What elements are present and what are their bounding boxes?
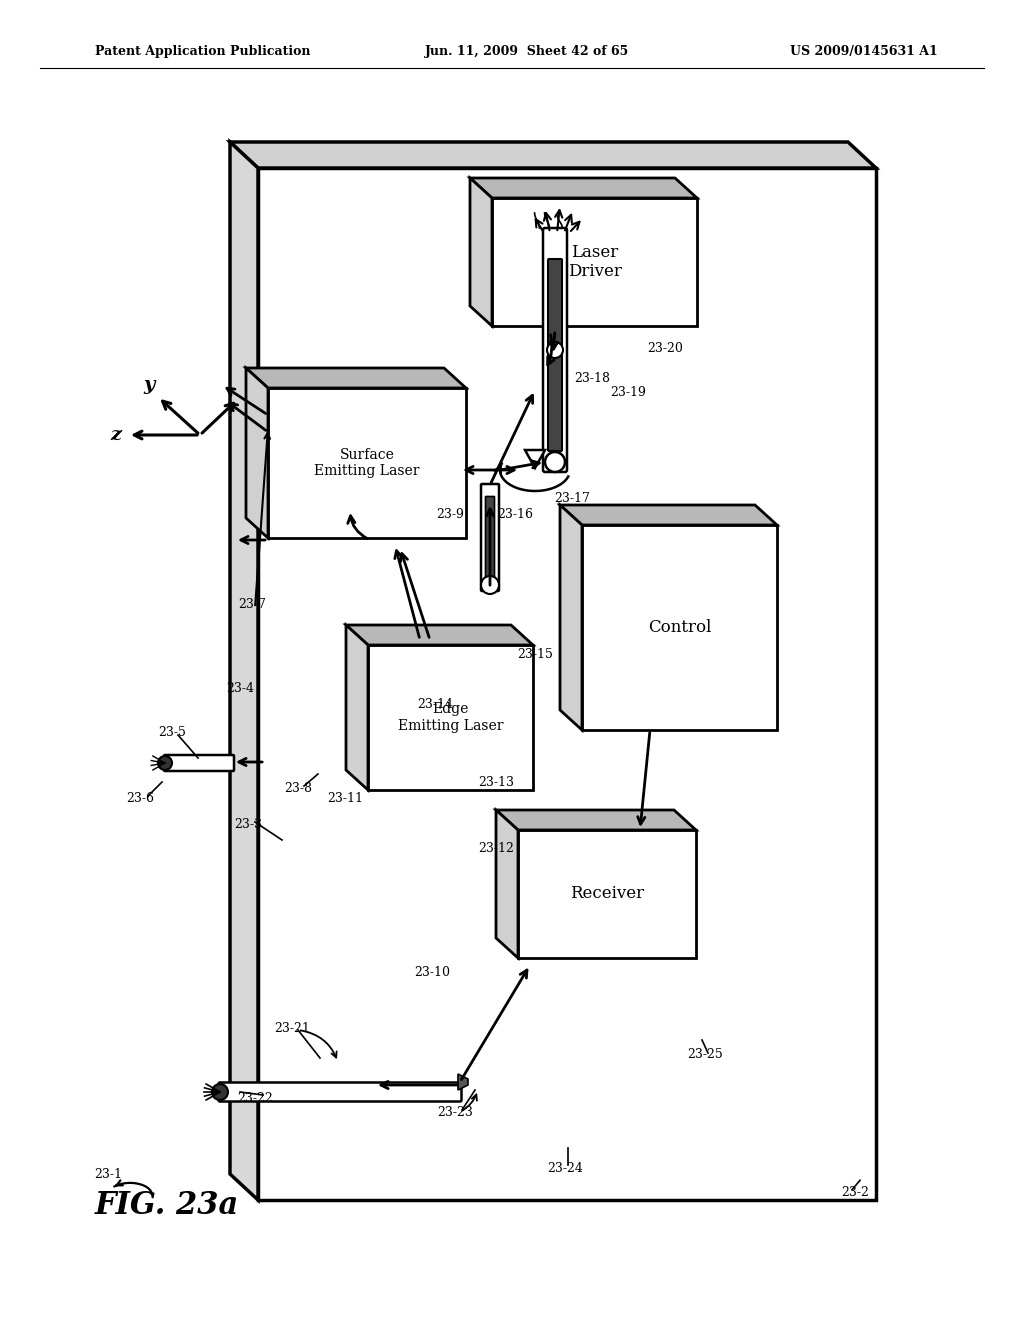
Text: US 2009/0145631 A1: US 2009/0145631 A1: [790, 45, 938, 58]
Polygon shape: [346, 624, 534, 645]
Polygon shape: [230, 143, 258, 1200]
Text: y: y: [143, 376, 155, 393]
Text: 23-16: 23-16: [497, 508, 534, 521]
Circle shape: [158, 756, 172, 770]
Polygon shape: [582, 525, 777, 730]
Polygon shape: [518, 830, 696, 958]
Text: 23-6: 23-6: [126, 792, 154, 804]
FancyBboxPatch shape: [485, 496, 495, 582]
Text: 23-9: 23-9: [436, 508, 464, 521]
Polygon shape: [525, 450, 545, 469]
Text: 23-14: 23-14: [417, 698, 453, 711]
Circle shape: [545, 451, 565, 473]
Polygon shape: [268, 388, 466, 539]
Text: 23-22: 23-22: [238, 1092, 272, 1105]
Polygon shape: [368, 645, 534, 789]
Text: 23-7: 23-7: [238, 598, 266, 611]
Polygon shape: [470, 178, 697, 198]
Text: Jun. 11, 2009  Sheet 42 of 65: Jun. 11, 2009 Sheet 42 of 65: [425, 45, 630, 58]
Text: Edge
Emitting Laser: Edge Emitting Laser: [397, 702, 503, 733]
Circle shape: [547, 342, 563, 358]
Text: z: z: [110, 426, 121, 444]
Polygon shape: [496, 810, 696, 830]
FancyBboxPatch shape: [548, 259, 562, 451]
Polygon shape: [246, 368, 466, 388]
Text: Control: Control: [648, 619, 712, 636]
Text: 23-3: 23-3: [234, 818, 262, 832]
Polygon shape: [458, 1074, 468, 1090]
Text: 23-1: 23-1: [94, 1168, 122, 1181]
Polygon shape: [492, 198, 697, 326]
Text: 23-25: 23-25: [687, 1048, 723, 1061]
Text: 23-21: 23-21: [274, 1022, 310, 1035]
FancyBboxPatch shape: [164, 755, 234, 771]
Text: 23-15: 23-15: [517, 648, 553, 661]
FancyBboxPatch shape: [543, 228, 567, 473]
Polygon shape: [246, 368, 268, 539]
Text: Surface
Emitting Laser: Surface Emitting Laser: [314, 447, 420, 478]
Text: Receiver: Receiver: [570, 886, 644, 903]
Circle shape: [212, 1084, 228, 1100]
Text: Laser
Driver: Laser Driver: [567, 244, 622, 280]
Polygon shape: [560, 506, 777, 525]
Text: 23-19: 23-19: [610, 385, 646, 399]
Circle shape: [481, 576, 499, 594]
Text: Patent Application Publication: Patent Application Publication: [95, 45, 310, 58]
FancyBboxPatch shape: [481, 484, 499, 591]
Text: 23-11: 23-11: [327, 792, 362, 804]
Text: 23-18: 23-18: [574, 371, 610, 384]
Text: 23-12: 23-12: [478, 842, 514, 854]
Polygon shape: [560, 506, 582, 730]
Text: 23-8: 23-8: [284, 781, 312, 795]
Text: 23-23: 23-23: [437, 1106, 473, 1118]
FancyBboxPatch shape: [218, 1082, 462, 1101]
Text: 23-4: 23-4: [226, 681, 254, 694]
Polygon shape: [496, 810, 518, 958]
Text: 23-17: 23-17: [554, 491, 590, 504]
Polygon shape: [230, 143, 876, 168]
Text: x: x: [248, 378, 260, 396]
Polygon shape: [470, 178, 492, 326]
Text: 23-13: 23-13: [478, 776, 514, 788]
Text: FIG. 23a: FIG. 23a: [95, 1189, 240, 1221]
Polygon shape: [346, 624, 368, 789]
Polygon shape: [258, 168, 876, 1200]
Text: 23-24: 23-24: [547, 1162, 583, 1175]
Text: 23-5: 23-5: [158, 726, 186, 738]
Text: 23-20: 23-20: [647, 342, 683, 355]
Text: 23-10: 23-10: [414, 965, 450, 978]
Text: 23-2: 23-2: [841, 1185, 869, 1199]
